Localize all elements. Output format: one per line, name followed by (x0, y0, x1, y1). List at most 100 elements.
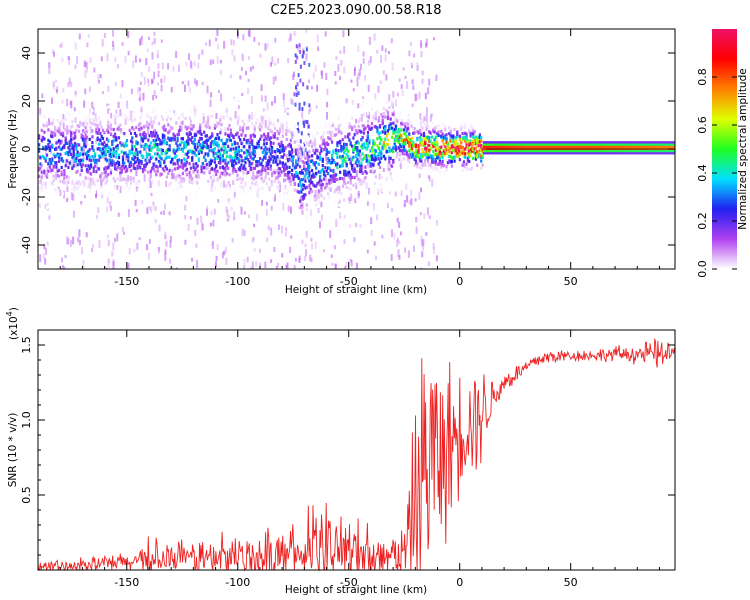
spectrogram-ridge-cell (341, 154, 344, 158)
spectrogram-noise-cell (357, 103, 360, 109)
spectrogram-ridge-cell (273, 132, 276, 136)
spectrogram-noise-cell (67, 82, 70, 88)
spectrogram-ridge-cell (671, 145, 675, 148)
spectrogram-ridge-cell (184, 158, 187, 162)
spectrogram-ridge-cell (175, 188, 178, 192)
spectrogram-ridge-cell (521, 143, 524, 146)
spectrogram-ridge-cell (545, 143, 548, 146)
spectrogram-ridge-cell (361, 180, 364, 184)
spectrogram-ridge-cell (224, 173, 227, 177)
spectrogram-ridge-cell (301, 195, 304, 199)
spectrogram-ridge-cell (92, 119, 95, 123)
spectrogram-ridge-cell (394, 156, 398, 160)
spectrogram-ridge-cell (324, 174, 327, 178)
spectrogram-ridge-cell (225, 172, 228, 176)
spectrogram-ridge-cell (651, 141, 655, 144)
spectrogram-noise-cell (339, 50, 342, 54)
spectrogram-ridge-cell (634, 152, 637, 155)
snr-x-tick-label: -50 (340, 576, 358, 589)
spectrogram-ridge-cell (473, 147, 476, 151)
spectrogram-ridge-cell (368, 139, 371, 143)
spectrogram-ridge-cell (497, 143, 500, 146)
spectrogram-ridge-cell (468, 129, 471, 133)
spectrogram-ridge-cell (552, 152, 555, 155)
spectrogram-ridge-cell (428, 136, 431, 140)
spectrogram-ridge-cell (300, 184, 303, 188)
spectrogram-ridge-cell (332, 169, 335, 174)
spectrogram-ridge-cell (404, 138, 407, 142)
spectrogram-ridge-cell (75, 147, 78, 151)
spectrogram-ridge-cell (541, 143, 544, 146)
spectrogram-noise-cell (355, 262, 358, 269)
spectrogram-ridge-cell (380, 138, 383, 142)
spectrogram-ridge-cell (132, 179, 135, 183)
spectrogram-ridge-cell (120, 168, 123, 172)
spectrogram-ridge-cell (589, 152, 592, 155)
spectrogram-ridge-cell (418, 165, 422, 169)
spectrogram-noise-cell (210, 184, 213, 192)
spectrogram-ridge-cell (113, 114, 117, 118)
spectrogram-ridge-cell (261, 168, 264, 172)
spectrogram-ridge-cell (241, 185, 244, 189)
spectrogram-ridge-cell (50, 130, 53, 134)
spectrogram-ridge-cell (160, 157, 163, 161)
spectrogram-ridge-cell (247, 138, 250, 142)
spectrogram-ridge-cell (224, 105, 227, 110)
spectrogram-ridge-cell (245, 150, 248, 155)
spectrogram-ridge-cell (321, 211, 324, 215)
spectrogram-ridge-cell (79, 173, 82, 177)
spectrogram-noise-cell (223, 179, 225, 188)
spectrogram-ridge-cell (63, 169, 66, 173)
spectrogram-ridge-cell (227, 186, 230, 190)
spectrogram-ridge-cell (537, 141, 540, 144)
spectrogram-ridge-cell (104, 166, 107, 170)
spectrogram-ridge-cell (108, 191, 111, 195)
spectrogram-noise-cell (66, 127, 69, 136)
spectrogram-ridge-cell (558, 149, 561, 153)
spectrogram-ridge-cell (229, 187, 232, 192)
spectrogram-ridge-cell (245, 141, 248, 145)
spectrogram-ridge-cell (80, 133, 83, 137)
spectrogram-ridge-cell (38, 136, 41, 140)
spectrogram-ridge-cell (654, 141, 657, 144)
spectrogram-ridge-cell (225, 163, 228, 167)
spectrogram-ridge-cell (78, 129, 81, 133)
spectrogram-ridge-cell (116, 177, 119, 181)
spectrogram-noise-cell (112, 40, 114, 47)
spectrogram-ridge-cell (397, 140, 400, 144)
spectrogram-ridge-cell (193, 134, 196, 138)
spectrogram-ridge-cell (115, 155, 118, 159)
spectrogram-ridge-cell (211, 140, 214, 144)
spectrogram-ridge-cell (564, 149, 567, 153)
spectrogram-ridge-cell (520, 149, 523, 153)
spectrogram-ridge-cell (269, 143, 272, 147)
spectrogram-ridge-cell (71, 187, 74, 191)
spectrogram-ridge-cell (291, 147, 294, 151)
spectrogram-noise-cell (414, 198, 417, 202)
spectrogram-ridge-cell (647, 141, 651, 144)
spectrogram-ridge-cell (201, 166, 204, 170)
spectrogram-ridge-cell (237, 145, 240, 149)
spectrogram-ridge-cell (201, 162, 204, 166)
spectrogram-ridge-cell (574, 149, 577, 153)
spectrogram-ridge-cell (504, 152, 507, 155)
spectrogram-ridge-cell (659, 149, 663, 153)
spectrogram-ridge-cell (54, 128, 57, 132)
spectrogram-ridge-cell (144, 124, 147, 128)
spectrogram-ridge-cell (288, 142, 291, 146)
spectrogram-ridge-cell (169, 138, 172, 142)
spectrogram-ridge-cell (513, 143, 516, 146)
spectrogram-ridge-cell (424, 123, 427, 127)
spectrogram-ridge-cell (163, 128, 166, 132)
spectrogram-ridge-cell (502, 152, 505, 155)
spectrogram-ridge-cell (181, 112, 184, 116)
spectrogram-ridge-cell (109, 161, 113, 165)
spectrogram-ridge-cell (261, 122, 264, 126)
spectrogram-noise-cell (362, 51, 365, 57)
spectrogram-ridge-cell (54, 147, 57, 151)
spectrogram-ridge-cell (268, 159, 271, 164)
spectrogram-ridge-cell (521, 152, 524, 155)
spectrogram-ridge-cell (594, 143, 597, 146)
spectrogram-noise-cell (83, 148, 85, 155)
spectrogram-ridge-cell (659, 141, 663, 144)
